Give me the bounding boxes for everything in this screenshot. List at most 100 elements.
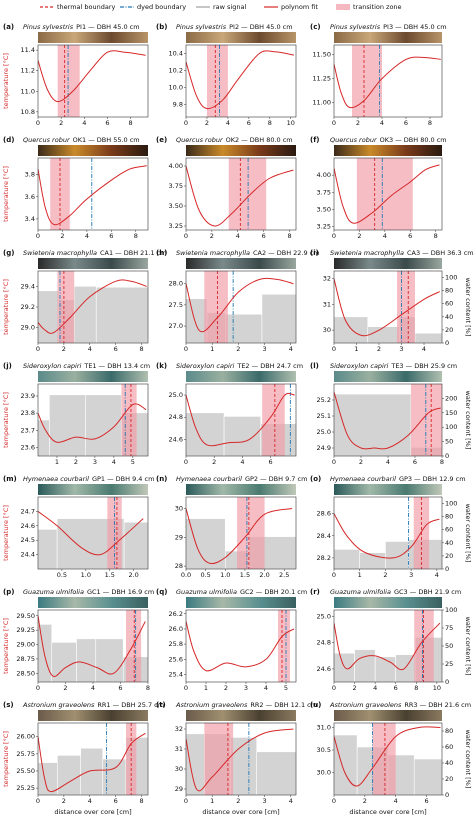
y-axis-label: temperature [°C]: [2, 166, 10, 222]
y-tick-label: 29: [175, 785, 183, 793]
y-axis-label: temperature [°C]: [2, 731, 10, 787]
core-image: [38, 371, 148, 382]
panel-label: (h): [156, 249, 167, 257]
panel-title: Pinus sylvestris PI2 — DBH 45.0 cm: [176, 23, 293, 31]
panel-label: (r): [310, 588, 320, 596]
species: Swietenia macrophylla: [23, 249, 97, 257]
x-tick-label: 6: [408, 232, 412, 240]
x-tick-label: 2: [62, 797, 66, 805]
x-tick-label: 10: [287, 119, 295, 127]
panel: (i) Swietenia macrophylla CA3 — DBH 36.3 c…: [310, 249, 474, 353]
x-tick-label: 2: [357, 232, 361, 240]
x-tick-label: 1: [358, 571, 362, 579]
panel-label: (a): [3, 23, 14, 31]
legend-label: transition zone: [353, 3, 402, 11]
species: Sideroxylon capiri: [23, 362, 82, 370]
panel-label: (f): [310, 136, 319, 144]
y-tick-label: 23.7: [21, 426, 35, 434]
panel-title: Hymenaea courbaril GP2 — DBH 9.7 cm: [176, 475, 307, 483]
plot-area: [334, 610, 442, 682]
panel-label: (i): [310, 249, 319, 257]
core-image: [186, 597, 296, 608]
transition-zone: [206, 45, 228, 117]
y-tick-label: 29.00: [16, 641, 35, 649]
y-tick-label: 24.6: [21, 522, 35, 530]
title-text: GP2 — DBH 9.7 cm: [245, 475, 307, 483]
y-tick-label: 29.0: [21, 324, 35, 332]
y2-tick-label: 80: [445, 727, 453, 735]
x-tick-label: 8: [134, 232, 138, 240]
x-tick-label: 2: [62, 345, 66, 353]
y-tick-label: 4.00: [169, 162, 183, 170]
y2-tick-label: 100: [445, 606, 457, 614]
y-tick-label: 24.6: [317, 665, 331, 673]
y2-tick-label: 20: [445, 326, 453, 334]
y-axis-label: temperature [°C]: [2, 505, 10, 561]
polynom-fit: [38, 732, 146, 793]
title-text: OK3 — DBH 80.0 cm: [380, 136, 447, 144]
y-tick-label: 29.25: [16, 626, 35, 634]
x-axis-label: distance over core [cm]: [349, 808, 426, 816]
y-tick-label: 24.8: [317, 639, 331, 647]
species: Astronium graveolens: [329, 701, 402, 709]
x-tick-label: 0: [332, 684, 336, 692]
x-tick-label: 4: [380, 119, 384, 127]
y2-tick-label: 50: [445, 642, 453, 650]
core-image: [38, 145, 148, 156]
y-axis-label: temperature [°C]: [2, 392, 10, 448]
x-tick-label: 0: [36, 797, 40, 805]
y-tick-label: 4.00: [317, 171, 331, 179]
species: Hymenaea courbaril: [23, 475, 89, 483]
axes-frame: [333, 44, 443, 118]
panel: (b) Pinus sylvestris PI2 — DBH 45.0 cm 0 2 4 6…: [156, 23, 297, 127]
x-tick-label: 2.0: [128, 571, 138, 579]
transition-zone: [204, 271, 228, 343]
title-text: GC2 — DBH 20.1 cm: [240, 588, 307, 596]
panel: (d) Quercus robur OK1 — DBH 55.0 cm 0 2 4 6 8 3.…: [2, 136, 149, 240]
axes-frame: [37, 496, 149, 570]
y-tick-label: 26.2: [169, 610, 183, 618]
y-tick-label: 30: [175, 765, 183, 773]
transition-zone: [372, 723, 396, 795]
x-tick-label: 8: [414, 684, 418, 692]
polynom-fit: [334, 56, 441, 109]
title-text: RR3 — DBH 21.6 cm: [404, 701, 471, 709]
y-tick-label: 25.0: [317, 613, 331, 621]
y-tick-label: 11.4: [21, 46, 35, 54]
panel: (n) Hymenaea courbaril GP2 — DBH 9.7 cm 0.0…: [156, 475, 307, 579]
x-tick-label: 2.5: [279, 571, 289, 579]
y2-tick-label: 50: [445, 438, 453, 446]
plot-area: [334, 271, 442, 343]
panel-label: (q): [156, 588, 167, 596]
x-tick-label: 4: [88, 797, 92, 805]
x-tick-label: 6: [404, 119, 408, 127]
panel-title: Hymenaea courbaril GP1 — DBH 9.4 cm: [23, 475, 154, 483]
y2-tick-label: 80: [445, 287, 453, 295]
y2-tick-label: 0: [445, 678, 449, 686]
y-axis-label: temperature [°C]: [2, 279, 10, 335]
y-tick-label: 24.9: [317, 444, 331, 452]
polynom-fit: [186, 392, 295, 447]
y2-tick-label: 60: [445, 526, 453, 534]
x-tick-label: 3: [93, 458, 97, 466]
core-image: [186, 710, 296, 721]
y-tick-label: 30.0: [317, 769, 331, 777]
y2-tick-label: 150: [445, 409, 457, 417]
water-bar: [334, 316, 369, 343]
plot-area: [186, 158, 294, 230]
plot-area: [186, 497, 296, 569]
x-tick-label: 2: [356, 119, 360, 127]
axes-frame: [333, 722, 443, 796]
plot-area: [334, 384, 442, 456]
x-tick-label: 4: [112, 458, 116, 466]
polynom-fit: [186, 277, 294, 333]
x-tick-label: 1: [354, 345, 358, 353]
x-tick-label: 3: [263, 345, 267, 353]
panel-title: Astronium graveolens RR3 — DBH 21.6 cm: [329, 701, 471, 709]
panel: (g) Swietenia macrophylla CA1 — DBH 21.1 c…: [2, 249, 167, 353]
y-tick-label: 25.50: [16, 767, 35, 775]
panel: (t) Astronium graveolens RR2 — DBH 12.1 cm…: [156, 701, 317, 816]
species: Sideroxylon capiri: [176, 362, 235, 370]
plot-area: [186, 723, 296, 795]
